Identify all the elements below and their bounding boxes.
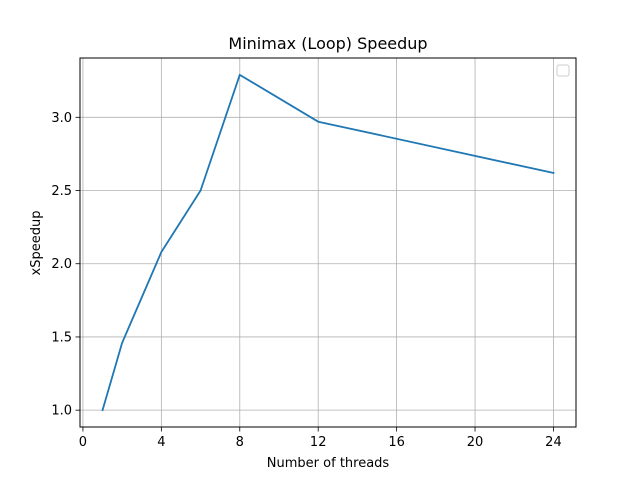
y-tick-label: 2.5 <box>51 184 72 199</box>
y-tick-label: 1.0 <box>51 404 72 419</box>
plot-frame <box>79 57 577 428</box>
x-axis-ticks: 0 4 8 12 16 20 24 <box>79 427 562 450</box>
y-axis-ticks: 1.0 1.5 2.0 2.5 3.0 <box>51 111 80 419</box>
y-axis-label: xSpeedup <box>29 211 44 276</box>
x-tick-label: 4 <box>157 435 165 450</box>
grid-lines <box>80 58 576 427</box>
x-axis-label: Number of threads <box>267 456 390 471</box>
x-tick-label: 8 <box>236 435 244 450</box>
x-tick-label: 12 <box>310 435 327 450</box>
y-tick-label: 2.0 <box>51 257 72 272</box>
x-tick-label: 16 <box>388 435 405 450</box>
chart-title: Minimax (Loop) Speedup <box>228 34 427 53</box>
plot-lines <box>101 73 555 412</box>
y-tick-label: 3.0 <box>51 111 72 126</box>
x-tick-label: 24 <box>545 435 562 450</box>
speedup-series-line <box>101 73 555 412</box>
y-tick-label: 1.5 <box>51 330 72 345</box>
x-tick-label: 0 <box>79 435 87 450</box>
legend-box <box>556 64 570 77</box>
x-tick-label: 20 <box>467 435 484 450</box>
